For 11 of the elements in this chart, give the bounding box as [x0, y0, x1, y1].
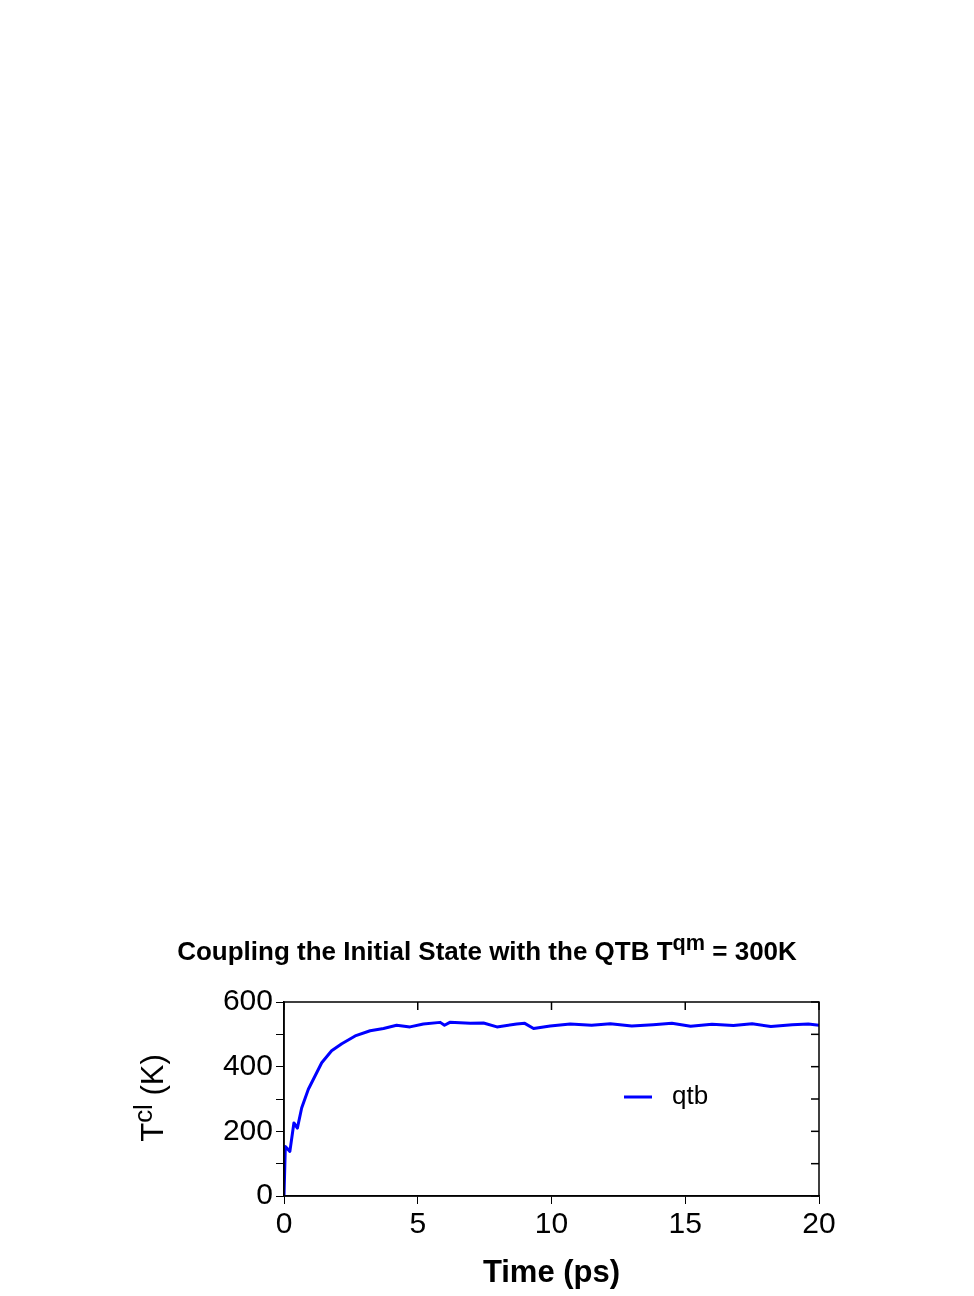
x-tick-label: 15 — [668, 1206, 702, 1240]
y-tick-label: 600 — [222, 983, 273, 1017]
y-tick-label: 400 — [222, 1047, 273, 1081]
x-axis-title: Time (ps) — [481, 1254, 622, 1290]
y-tick-label: 0 — [256, 1177, 273, 1211]
x-tick-label: 20 — [802, 1206, 836, 1240]
x-tick-label: 5 — [409, 1206, 427, 1240]
y-tick-label: 200 — [222, 1112, 273, 1146]
legend-label: qtb — [672, 1080, 709, 1111]
chart-title: Coupling the Initial State with the QTB T$^{qm}$ = 300K — [176, 930, 798, 967]
x-tick-label: 10 — [534, 1206, 569, 1240]
